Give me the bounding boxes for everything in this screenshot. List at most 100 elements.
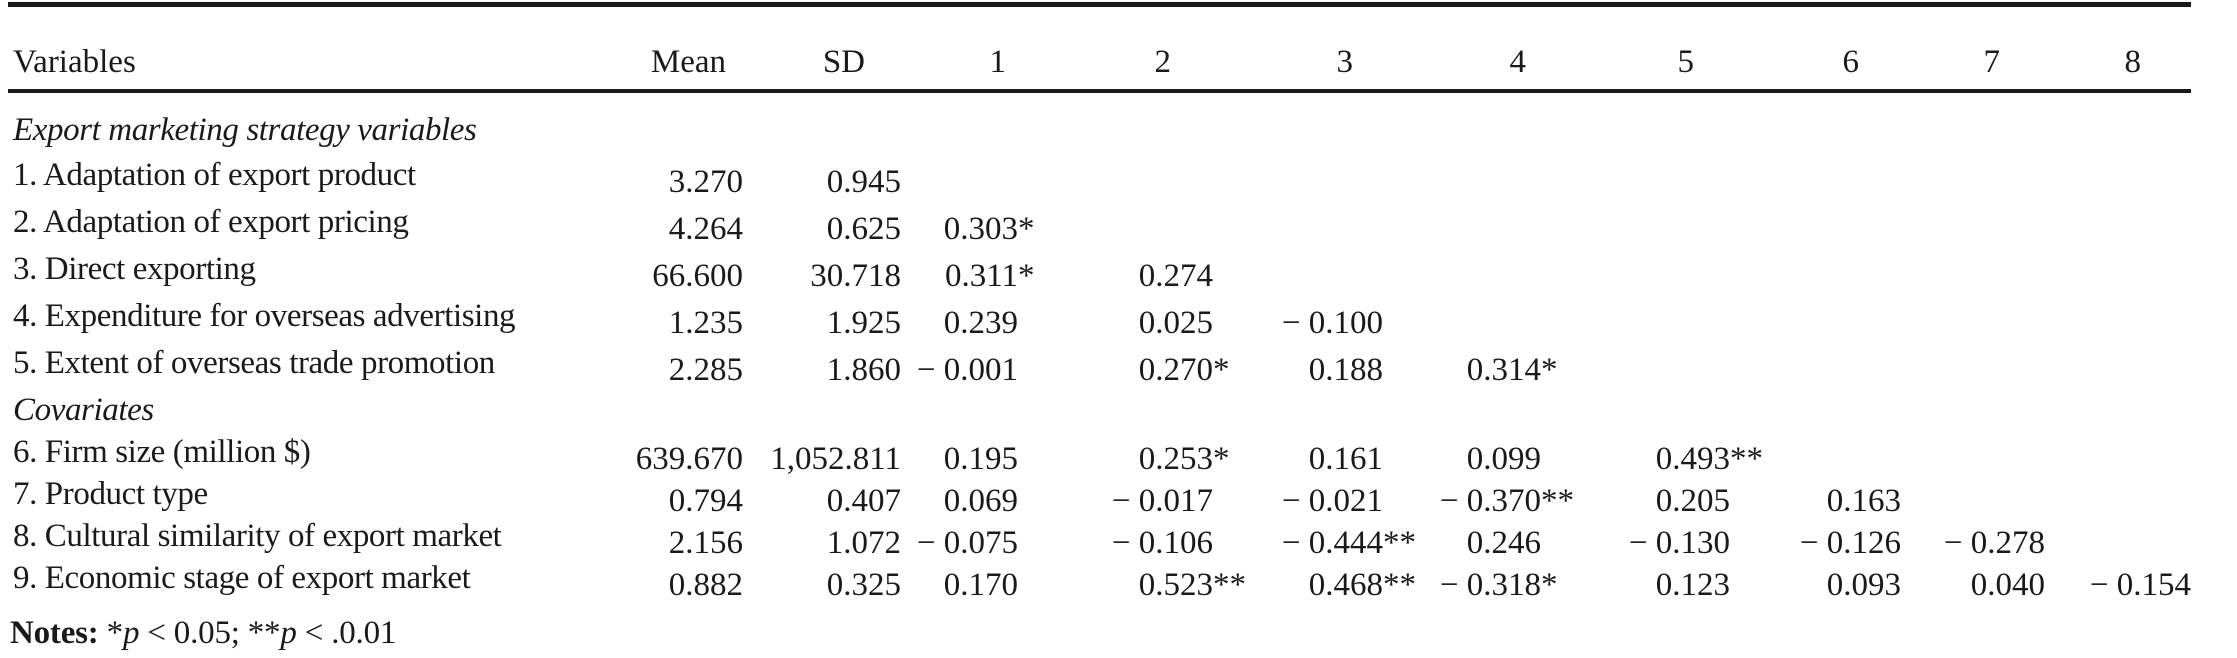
variable-label: 9. Economic stage of export market [13, 559, 471, 596]
corr-value [1213, 206, 1383, 253]
sd-value: 1.860 [826, 352, 901, 388]
variable-label: 5. Extent of overseas trade promotion [13, 345, 495, 381]
table-row-2: 2. Adaptation of export pricing 4.264 0.… [8, 199, 2191, 247]
corr-value [901, 159, 1018, 206]
mean-value: 0.882 [668, 566, 743, 603]
sd-value: 0.325 [826, 566, 901, 603]
notes-p-symbol: p [122, 615, 140, 651]
notes-significance-text: * [98, 615, 124, 651]
column-header-8: 8 [2045, 4, 2191, 93]
corr-value: 0.188 [1308, 352, 1383, 388]
corr-value [2045, 300, 2191, 347]
corr-value [1730, 300, 1901, 347]
corr-value [1213, 253, 1383, 300]
header-row: Variables Mean SD 1 2 3 4 5 6 7 8 [8, 4, 2191, 93]
corr-value: − 0.106 [1111, 524, 1213, 561]
corr-value: − 0.278 [1943, 524, 2045, 561]
corr-value: 0.270* [1138, 352, 1230, 388]
sd-value: 1.925 [826, 305, 901, 341]
notes-label: Notes: [10, 615, 99, 651]
corr-value: 0.253* [1138, 440, 1230, 477]
corr-value: 0.311* [944, 258, 1035, 294]
corr-value [1541, 206, 1730, 253]
corr-value: 0.246 [1466, 524, 1541, 561]
corr-value [1730, 347, 1901, 394]
variable-label: 2. Adaptation of export pricing [13, 204, 409, 240]
mean-value: 3.270 [668, 164, 743, 200]
corr-value [1901, 480, 2045, 522]
corr-value: − 0.126 [1799, 524, 1901, 561]
table-row-3: 3. Direct exporting 66.600 30.718 0.311*… [8, 246, 2191, 294]
mean-value: 4.264 [668, 211, 743, 247]
sd-value: 1,052.811 [770, 440, 901, 477]
mean-value: 66.600 [652, 258, 743, 294]
table-notes: Notes: *p < 0.05; **p < .0.01 [10, 615, 2237, 652]
corr-value [1901, 253, 2045, 300]
corr-value [2045, 347, 2191, 394]
sd-value: 0.407 [826, 482, 901, 519]
column-header-6: 6 [1730, 4, 1901, 93]
column-header-4: 4 [1383, 4, 1541, 93]
table-row-5: 5. Extent of overseas trade promotion 2.… [8, 340, 2191, 388]
corr-value [1901, 438, 2045, 480]
corr-value: − 0.021 [1281, 482, 1383, 519]
corr-value: − 0.318* [1439, 566, 1558, 603]
corr-value [1383, 159, 1541, 206]
corr-value [1730, 438, 1901, 480]
corr-value [2045, 522, 2191, 564]
variable-label: 1. Adaptation of export product [13, 157, 416, 193]
column-header-3: 3 [1213, 4, 1383, 93]
variable-label: 4. Expenditure for overseas advertising [13, 298, 516, 334]
section-heading-label: Export marketing strategy variables [13, 112, 477, 148]
sd-value: 0.625 [826, 211, 901, 247]
corr-value: 0.274 [1138, 258, 1213, 294]
corr-value [1213, 159, 1383, 206]
corr-value [2045, 206, 2191, 253]
corr-value: − 0.017 [1111, 482, 1213, 519]
corr-value: − 0.130 [1628, 524, 1730, 561]
variable-label: 3. Direct exporting [13, 251, 256, 287]
corr-value: − 0.154 [2089, 566, 2191, 603]
column-header-7: 7 [1901, 4, 2045, 93]
corr-value: 0.161 [1308, 440, 1383, 477]
table-row-1: 1. Adaptation of export product 3.270 0.… [8, 152, 2191, 200]
corr-value: − 0.370** [1439, 482, 1574, 519]
mean-value: 2.285 [668, 352, 743, 388]
corr-value: − 0.444** [1281, 524, 1416, 561]
mean-value: 639.670 [635, 440, 743, 477]
corr-value [1901, 159, 2045, 206]
corr-value [1541, 159, 1730, 206]
corr-value: − 0.001 [916, 352, 1018, 388]
corr-value [1901, 206, 2045, 253]
correlation-table: Variables Mean SD 1 2 3 4 5 6 7 8 Export… [8, 2, 2191, 603]
corr-value [1383, 253, 1541, 300]
corr-value: 0.163 [1826, 482, 1901, 519]
corr-value [1541, 253, 1730, 300]
corr-value: 0.093 [1826, 566, 1901, 603]
corr-value: − 0.075 [916, 524, 1018, 561]
column-header-5: 5 [1541, 4, 1730, 93]
table-row-7: 7. Product type 0.794 0.407 0.069 − 0.01… [8, 473, 2191, 519]
corr-value [1541, 347, 1730, 394]
notes-significance-text: < .0.01 [296, 615, 397, 651]
table-row-6: 6. Firm size (million $) 639.670 1,052.8… [8, 431, 2191, 477]
corr-value: 0.025 [1138, 305, 1213, 341]
section-heading-covariates: Covariates [8, 387, 2191, 431]
column-header-mean: Mean [448, 4, 743, 93]
corr-value: 0.468** [1308, 566, 1416, 603]
corr-value: 0.123 [1655, 566, 1730, 603]
column-header-1: 1 [901, 4, 1018, 93]
variable-label: 6. Firm size (million $) [13, 433, 311, 470]
corr-value [2045, 480, 2191, 522]
column-header-variables: Variables [8, 4, 448, 93]
corr-value: 0.170 [943, 566, 1018, 603]
corr-value: 0.303* [943, 211, 1035, 247]
corr-value: − 0.100 [1281, 305, 1383, 341]
variable-label: 8. Cultural similarity of export market [13, 517, 502, 554]
corr-value: 0.069 [943, 482, 1018, 519]
sd-value: 30.718 [810, 258, 901, 294]
corr-value: 0.314* [1466, 352, 1558, 388]
corr-value [1383, 206, 1541, 253]
corr-value [2045, 438, 2191, 480]
